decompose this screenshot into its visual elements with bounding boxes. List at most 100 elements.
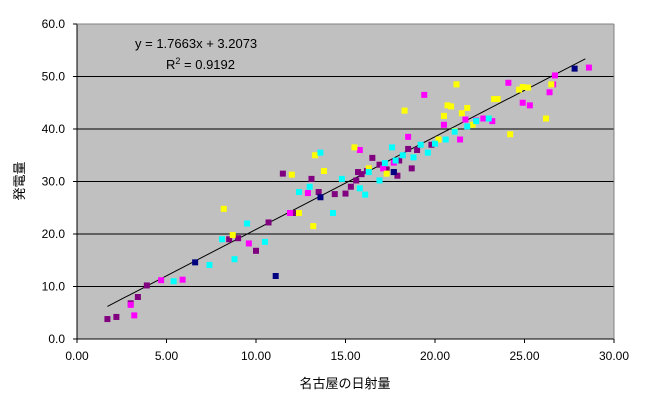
x-tick-label: 10.00 — [241, 349, 271, 363]
data-point — [331, 191, 338, 198]
data-point — [131, 312, 138, 319]
data-point — [458, 110, 465, 117]
data-point — [489, 118, 496, 125]
data-point — [338, 175, 345, 182]
y-tick-label: 0.0 — [48, 332, 65, 346]
data-point — [480, 115, 487, 122]
data-point — [143, 282, 150, 289]
data-point — [376, 161, 383, 168]
data-point — [432, 140, 438, 147]
axes — [73, 23, 615, 343]
data-point — [548, 81, 555, 88]
data-point — [288, 171, 295, 178]
data-point — [408, 165, 415, 172]
data-point — [295, 189, 302, 195]
data-point — [457, 136, 464, 143]
data-point — [396, 157, 403, 164]
data-point — [464, 105, 471, 111]
data-point — [464, 123, 471, 130]
y-tick-label: 60.0 — [42, 17, 66, 31]
data-point — [440, 121, 447, 128]
data-point — [390, 169, 397, 176]
data-point — [356, 147, 363, 153]
data-point — [405, 145, 412, 152]
data-point — [244, 220, 251, 227]
data-point — [394, 172, 401, 179]
x-tick-label: 20.00 — [420, 349, 450, 363]
trendline — [107, 58, 586, 307]
data-point — [525, 84, 532, 91]
data-point — [505, 79, 512, 86]
data-point — [317, 149, 324, 156]
data-point — [365, 165, 372, 172]
trendline-group — [107, 58, 586, 307]
data-point — [347, 183, 354, 190]
data-point — [376, 177, 383, 184]
data-point — [516, 86, 523, 93]
data-point — [462, 116, 469, 123]
data-point — [245, 240, 252, 247]
data-point — [218, 236, 225, 243]
y-tick-label: 40.0 — [42, 122, 66, 136]
r-squared-value: = 0.9192 — [180, 57, 235, 72]
data-point — [507, 131, 514, 138]
y-tick-label: 50.0 — [42, 70, 66, 84]
data-point — [383, 166, 390, 173]
data-point — [485, 115, 492, 122]
data-point — [585, 64, 592, 71]
data-point — [362, 191, 369, 198]
data-point — [469, 121, 476, 128]
data-point — [571, 65, 578, 72]
data-point — [519, 99, 526, 106]
data-point — [292, 210, 299, 216]
data-point — [424, 149, 431, 156]
data-point — [526, 102, 533, 109]
data-point — [315, 189, 322, 195]
r-squared-label: R2 = 0.9192 — [166, 56, 235, 72]
data-point — [380, 165, 387, 172]
data-point — [389, 144, 396, 151]
data-point — [279, 170, 286, 177]
data-point — [551, 72, 558, 79]
data-point — [310, 223, 317, 230]
data-point — [329, 210, 336, 216]
data-point — [287, 210, 294, 216]
y-tick-label: 20.0 — [42, 227, 66, 241]
data-point — [542, 115, 549, 122]
data-point — [113, 313, 120, 320]
data-point — [435, 136, 442, 143]
data-point — [428, 141, 435, 148]
data-point — [353, 177, 360, 184]
x-tick-label: 5.00 — [155, 349, 179, 363]
data-point — [392, 157, 399, 164]
r-squared-letter: R — [166, 57, 175, 72]
data-point — [272, 273, 279, 279]
data-point — [365, 169, 372, 176]
data-point — [351, 144, 358, 151]
data-point — [410, 154, 417, 161]
data-point — [226, 236, 233, 243]
data-point — [519, 84, 526, 90]
x-tick-label: 30.00 — [599, 349, 629, 363]
data-point — [261, 238, 268, 245]
data-point — [421, 91, 428, 98]
data-point — [453, 81, 460, 88]
data-point — [546, 89, 553, 96]
r-squared-exponent: 2 — [175, 56, 180, 66]
x-tick-label: 0.00 — [65, 349, 89, 363]
data-points — [104, 64, 592, 323]
data-point — [355, 169, 362, 176]
x-axis-title: 名古屋の日射量 — [299, 376, 390, 391]
data-point — [451, 128, 458, 135]
data-point — [170, 278, 177, 285]
data-point — [158, 277, 165, 284]
data-point — [448, 103, 455, 110]
data-point — [308, 175, 315, 182]
data-point — [399, 152, 406, 159]
data-point — [312, 152, 319, 159]
data-point — [444, 102, 451, 109]
trendline-equation: y = 1.7663x + 3.2073 — [135, 36, 257, 51]
data-point — [317, 194, 324, 201]
